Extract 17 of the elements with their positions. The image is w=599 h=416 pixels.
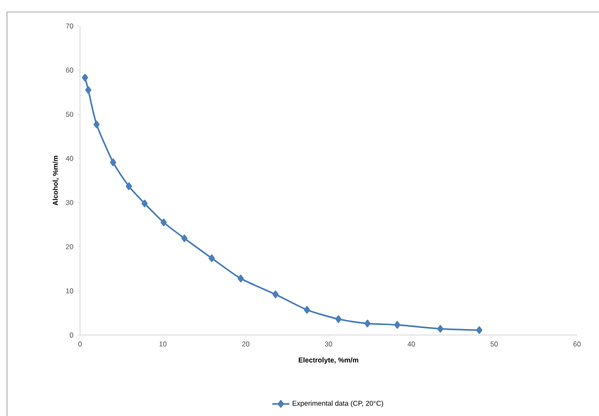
- point: [160, 218, 167, 226]
- point: [85, 86, 92, 94]
- point: [437, 325, 444, 333]
- point: [110, 158, 116, 166]
- point: [142, 200, 148, 208]
- point: [476, 326, 482, 334]
- point: [335, 315, 342, 323]
- point: [238, 274, 244, 282]
- point: [304, 306, 310, 314]
- point: [394, 321, 400, 329]
- point: [364, 320, 370, 328]
- point: [126, 182, 132, 190]
- point: [82, 74, 88, 82]
- point: [272, 290, 279, 298]
- point: [208, 254, 215, 262]
- point: [94, 120, 100, 128]
- point: [181, 234, 188, 242]
